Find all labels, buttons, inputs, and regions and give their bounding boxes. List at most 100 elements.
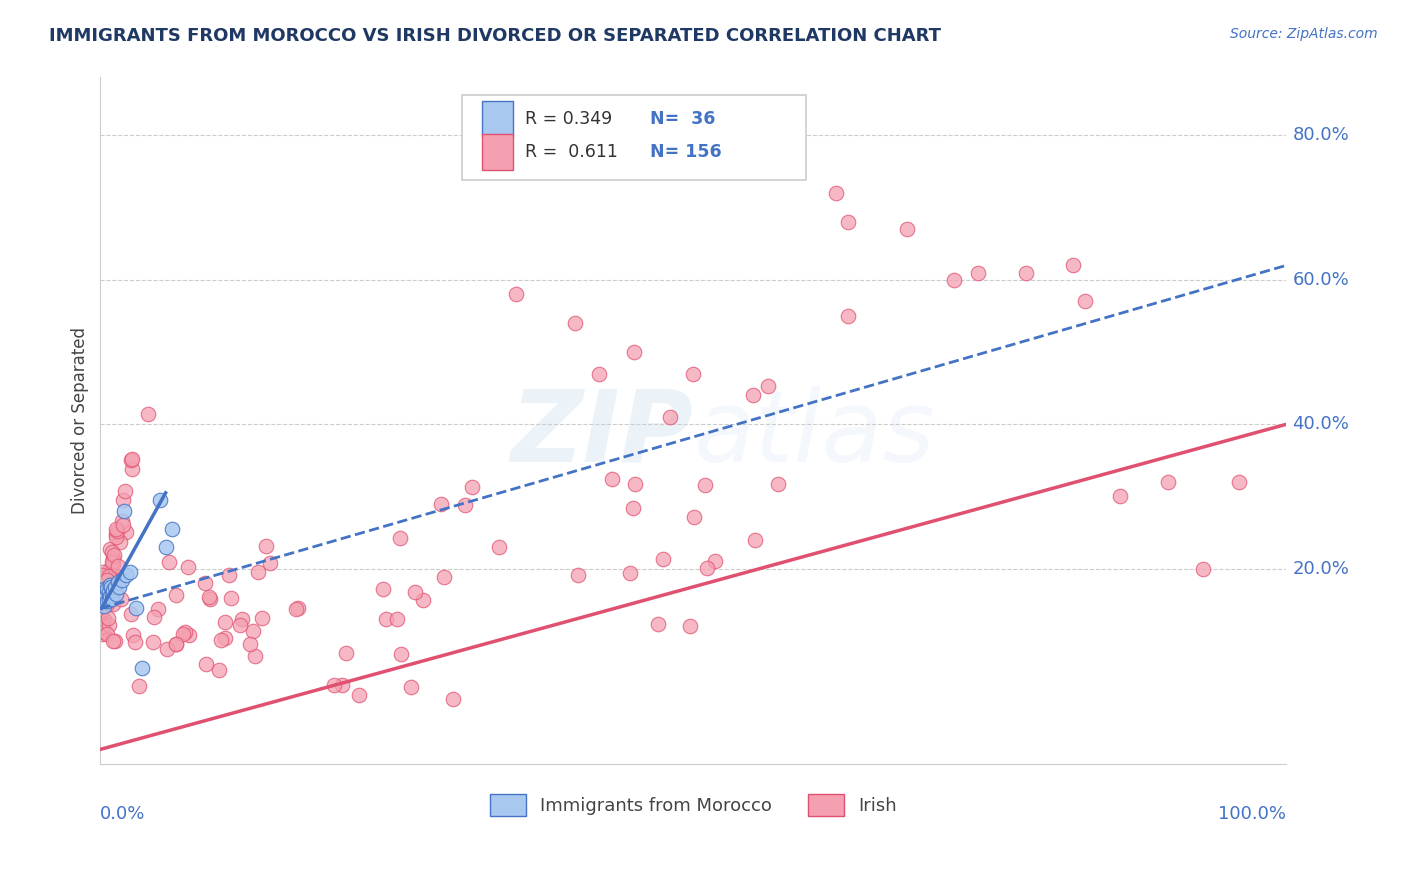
Point <box>96 569 118 583</box>
Point <box>97 587 120 601</box>
Point <box>90 624 112 638</box>
Text: 40.0%: 40.0% <box>1292 416 1350 434</box>
FancyBboxPatch shape <box>463 95 806 180</box>
Point <box>766 476 789 491</box>
Point <box>96 569 118 583</box>
Point <box>252 611 274 625</box>
Point <box>621 500 644 515</box>
Point <box>148 602 170 616</box>
Point <box>330 678 353 692</box>
Bar <box>482 135 513 170</box>
Point <box>214 632 236 646</box>
Point <box>96 582 118 596</box>
Point <box>200 592 222 607</box>
Point <box>93 582 115 596</box>
Point <box>110 591 132 606</box>
Point <box>1192 562 1215 576</box>
Point <box>1157 475 1180 489</box>
Bar <box>482 102 513 137</box>
Point <box>96 573 118 587</box>
Point <box>90 587 112 601</box>
Point <box>100 580 122 594</box>
Point <box>94 588 117 602</box>
Y-axis label: Divorced or Separated: Divorced or Separated <box>72 327 89 514</box>
Point <box>94 592 117 607</box>
Point <box>239 637 262 651</box>
Point <box>97 592 120 607</box>
Point <box>1014 266 1036 280</box>
Point <box>100 542 122 557</box>
Point <box>101 545 124 559</box>
Point <box>120 607 142 621</box>
Point <box>97 569 120 583</box>
Point <box>91 565 114 579</box>
Point <box>837 309 859 323</box>
Point <box>90 619 112 633</box>
Point <box>104 568 127 582</box>
Point <box>107 558 129 573</box>
Point <box>94 594 117 608</box>
Point <box>97 611 120 625</box>
Point <box>108 535 131 549</box>
Legend: Immigrants from Morocco, Irish: Immigrants from Morocco, Irish <box>482 787 904 823</box>
Point <box>91 592 114 607</box>
Point <box>115 567 138 582</box>
Point <box>101 592 124 607</box>
Point <box>105 524 128 538</box>
Point <box>143 610 166 624</box>
Point <box>104 530 127 544</box>
Point <box>105 526 128 541</box>
Point <box>96 627 118 641</box>
Point <box>96 597 118 611</box>
Point <box>91 584 114 599</box>
Point <box>896 222 918 236</box>
Point <box>96 582 118 596</box>
Text: 0.0%: 0.0% <box>100 805 146 823</box>
Point <box>114 525 136 540</box>
Point <box>121 627 143 641</box>
Point <box>103 549 125 563</box>
Text: R = 0.349: R = 0.349 <box>524 111 612 128</box>
Point <box>107 574 129 589</box>
Point <box>652 552 675 566</box>
Point <box>121 451 143 466</box>
Point <box>100 566 122 580</box>
Point <box>214 615 236 629</box>
Point <box>349 688 371 702</box>
Point <box>103 583 125 598</box>
Point <box>209 633 232 648</box>
Point <box>254 539 277 553</box>
Point <box>374 612 396 626</box>
Point <box>136 408 159 422</box>
Point <box>96 594 118 608</box>
Point <box>695 478 717 492</box>
Point <box>441 691 464 706</box>
Point <box>744 533 766 547</box>
Point <box>165 588 187 602</box>
Point <box>461 480 484 494</box>
Point <box>125 601 148 615</box>
Point <box>120 453 142 467</box>
Point <box>111 492 134 507</box>
Point <box>93 599 115 614</box>
Point <box>505 287 527 301</box>
Text: Source: ZipAtlas.com: Source: ZipAtlas.com <box>1230 27 1378 41</box>
Point <box>98 617 121 632</box>
Point <box>105 522 128 536</box>
Point <box>155 540 177 554</box>
Point <box>111 573 134 587</box>
Point <box>103 580 125 594</box>
Point <box>91 568 114 582</box>
Point <box>131 661 153 675</box>
Point <box>97 585 120 599</box>
Point <box>157 555 180 569</box>
Point <box>90 583 112 598</box>
Point <box>90 603 112 617</box>
Point <box>198 590 221 604</box>
Point <box>98 566 121 581</box>
Point <box>741 388 763 402</box>
Point <box>242 624 264 638</box>
Point <box>90 582 112 597</box>
Point <box>696 561 718 575</box>
Point <box>149 493 172 508</box>
